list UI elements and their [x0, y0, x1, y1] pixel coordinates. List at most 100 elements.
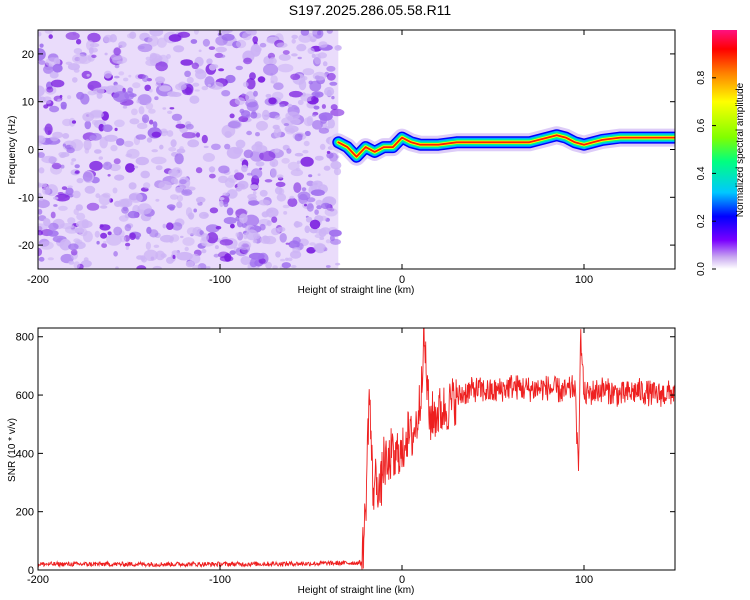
noise-blob: [181, 189, 193, 196]
signal-track: [329, 126, 675, 166]
noise-blob: [38, 167, 45, 174]
noise-blob: [62, 133, 70, 139]
noise-blob: [291, 53, 298, 57]
noise-blob: [236, 39, 247, 49]
noise-blob: [218, 68, 225, 72]
noise-blob: [125, 246, 129, 250]
noise-blob: [283, 123, 290, 127]
noise-blob: [127, 87, 133, 94]
noise-blob: [306, 180, 315, 187]
noise-blob: [152, 265, 163, 269]
noise-blob: [171, 113, 183, 121]
noise-blob: [201, 233, 210, 242]
noise-blob: [326, 72, 336, 81]
noise-blob: [168, 147, 177, 152]
noise-blob: [155, 61, 168, 72]
noise-blob: [114, 127, 118, 132]
noise-blob: [278, 53, 291, 61]
noise-blob: [250, 168, 263, 179]
noise-blob: [145, 102, 154, 110]
noise-blob: [60, 164, 65, 169]
noise-blob: [52, 63, 63, 73]
noise-blob: [238, 240, 252, 250]
noise-blob: [93, 87, 105, 95]
noise-blob: [311, 96, 317, 102]
noise-blob: [38, 31, 42, 37]
noise-blob: [120, 235, 127, 243]
noise-blob: [290, 169, 304, 177]
noise-blob: [46, 86, 54, 93]
noise-blob: [47, 257, 54, 261]
signal-track-layer-5: [337, 134, 675, 158]
spectrogram-y-tick-label: 20: [22, 49, 34, 61]
noise-blob: [184, 70, 192, 78]
noise-blob: [39, 43, 44, 48]
noise-blob: [302, 149, 309, 154]
noise-blob: [49, 71, 59, 79]
noise-blob: [283, 211, 288, 215]
noise-blob: [224, 143, 231, 150]
noise-blob: [222, 192, 230, 196]
noise-blob: [230, 223, 235, 229]
noise-blob: [91, 119, 99, 125]
noise-blob: [241, 93, 245, 97]
noise-blob: [103, 70, 112, 79]
noise-blob: [45, 100, 52, 104]
noise-blob: [203, 145, 209, 149]
spectrogram-x-tick-label: 100: [575, 274, 593, 286]
noise-blob: [288, 90, 303, 98]
noise-blob: [171, 222, 183, 231]
noise-blob: [259, 150, 276, 162]
noise-blob: [258, 258, 266, 264]
noise-blob: [235, 65, 243, 71]
noise-blob: [109, 163, 121, 172]
noise-blob: [331, 95, 335, 100]
noise-blob: [180, 235, 184, 239]
noise-blob: [185, 207, 193, 217]
noise-blob: [307, 47, 315, 55]
noise-blob: [65, 61, 73, 65]
noise-blob: [312, 180, 323, 187]
noise-blob: [271, 162, 276, 167]
noise-blob: [248, 252, 265, 260]
noise-blob: [123, 140, 134, 148]
noise-blob: [229, 113, 235, 119]
noise-blob: [309, 36, 317, 43]
noise-blob: [158, 180, 172, 191]
noise-blob: [221, 33, 235, 41]
noise-blob: [335, 262, 341, 266]
noise-blob: [311, 185, 317, 191]
snr-x-tick-label: 100: [575, 574, 593, 586]
noise-blob: [114, 119, 125, 128]
noise-blob: [270, 168, 278, 178]
noise-blob: [125, 163, 135, 173]
noise-blob: [184, 246, 189, 252]
snr-panel: -200 -100 0 100 0 200 400 600 800 Height of stra…: [7, 327, 676, 596]
noise-blob: [281, 157, 290, 164]
noise-blob: [259, 189, 268, 197]
noise-blob: [83, 257, 89, 262]
noise-blob: [326, 150, 331, 154]
noise-blob: [291, 38, 296, 44]
noise-blob: [291, 34, 299, 40]
noise-blob: [297, 56, 302, 60]
noise-blob: [72, 190, 81, 199]
noise-blob: [208, 166, 216, 173]
noise-blob: [257, 76, 266, 83]
snr-y-tick-label: 600: [16, 390, 34, 402]
noise-blob: [262, 109, 270, 121]
noise-blob: [143, 182, 151, 189]
noise-blob: [201, 242, 208, 247]
noise-blob: [62, 118, 73, 127]
noise-blob: [321, 104, 326, 109]
noise-blob: [287, 257, 293, 262]
noise-blob: [167, 110, 173, 115]
noise-blob: [38, 199, 50, 209]
noise-blob: [43, 65, 54, 74]
noise-blob: [153, 244, 160, 248]
noise-blob: [218, 165, 230, 174]
noise-blob: [134, 165, 139, 169]
noise-blob: [245, 91, 256, 104]
noise-blob: [189, 253, 201, 264]
